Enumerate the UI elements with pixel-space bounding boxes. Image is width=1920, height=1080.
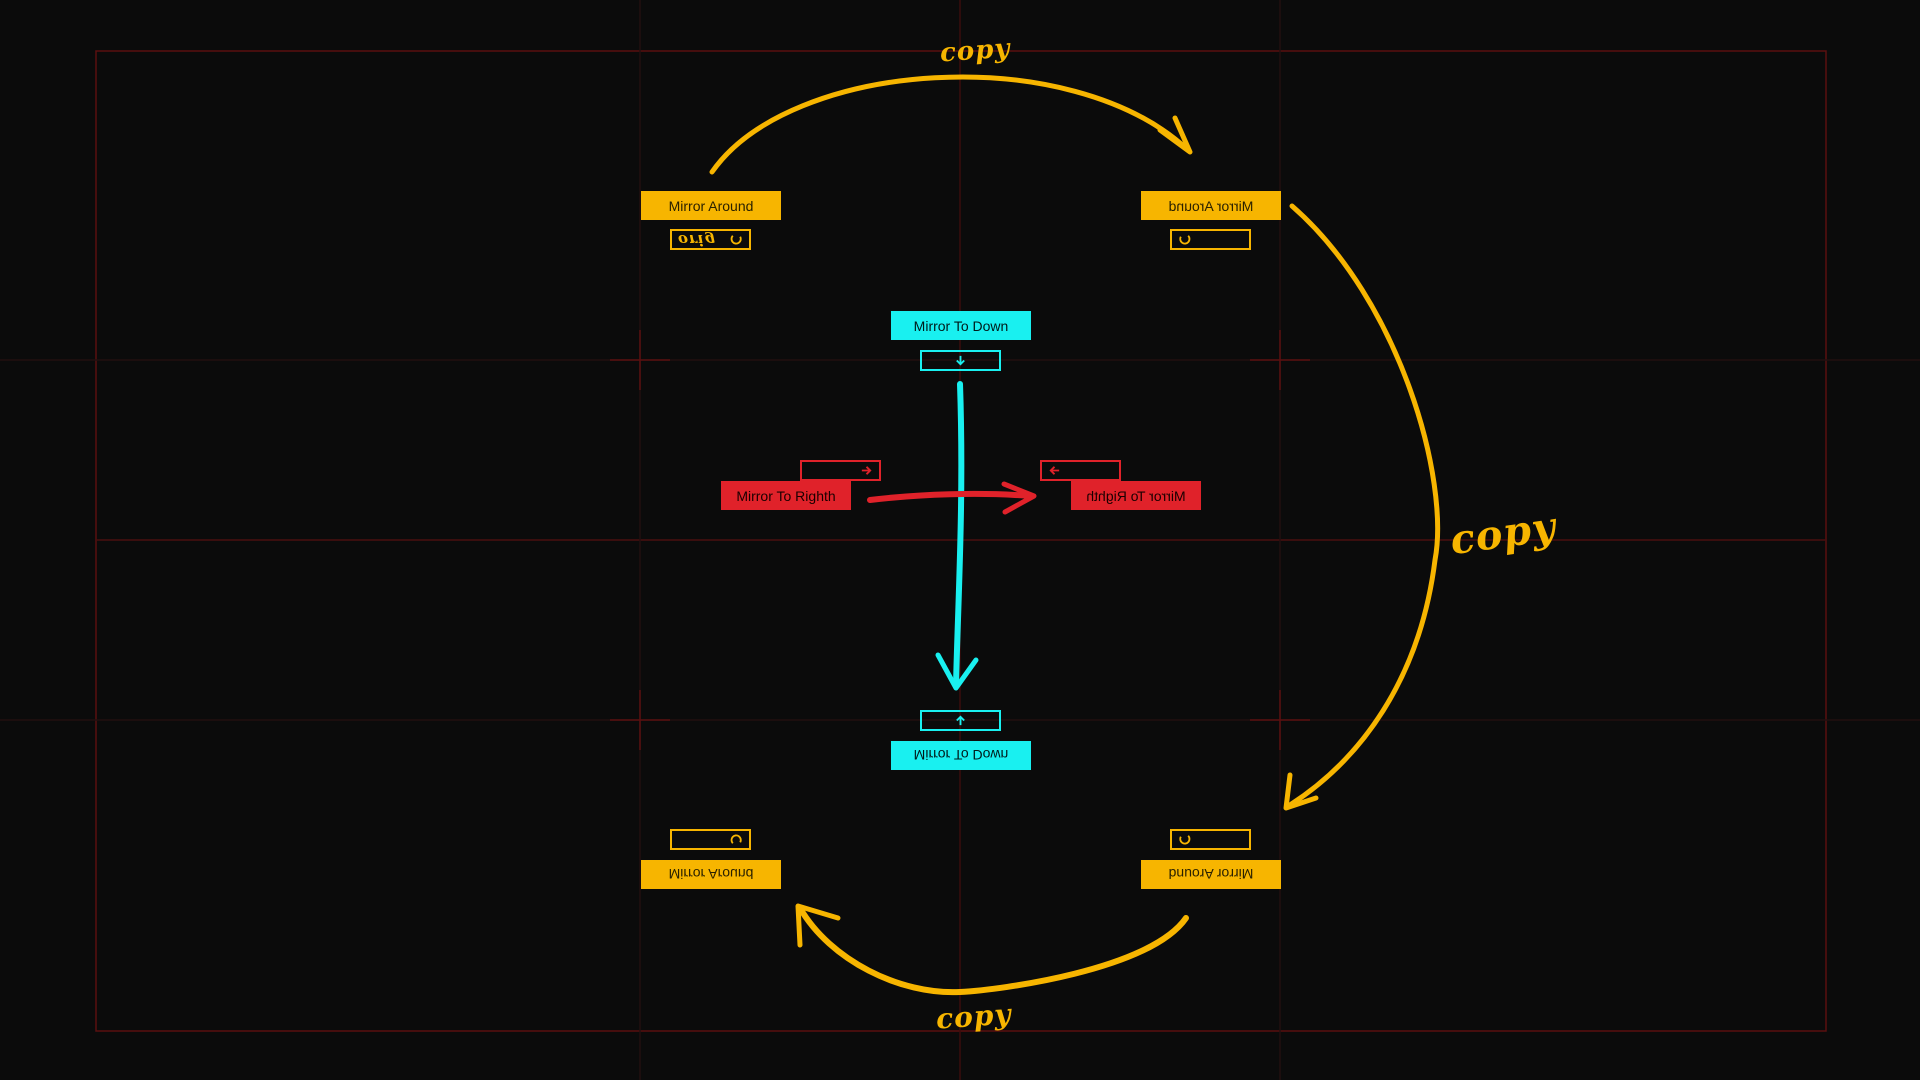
arrow-up-tag [920, 710, 1001, 731]
copy-label-top: copy [939, 33, 1012, 69]
arrow-bottom-copy-head [795, 903, 841, 948]
mirror-around-copy-bottom-left-label: Mirror Around [641, 860, 781, 889]
arrow-right-copy [1287, 203, 1441, 808]
mirror-to-down-copy-label: Mirror To Down [891, 741, 1031, 770]
orig-tag: orig [670, 229, 751, 250]
arrow-mirror-down [953, 381, 965, 688]
rotate-tag-bottom-left [670, 829, 751, 850]
rotate-icon [730, 834, 742, 844]
rotate-icon [730, 235, 742, 245]
arrow-top-copy-head [1157, 115, 1193, 155]
arrow-down-tag [920, 350, 1001, 371]
mirror-around-original-label: Mirror Around [641, 191, 781, 220]
arrow-right-tag [800, 460, 881, 481]
arrow-mirror-right [867, 490, 1033, 503]
mirror-to-right-copy-label: Mirror To Righth [1071, 481, 1201, 510]
mirror-around-copy-bottom-right-label: Mirror Around [1141, 860, 1281, 889]
rotate-icon [1179, 235, 1191, 245]
outer-frame [95, 50, 1827, 1032]
mirror-around-copy-top-right-label: Mirror Around [1141, 191, 1281, 220]
mirror-to-right-original-label: Mirror To Righth [721, 481, 851, 510]
arrow-left-tag [1040, 460, 1121, 481]
copy-label-bottom: copy [934, 997, 1013, 1036]
orig-label: orig [678, 230, 717, 249]
arrow-up-icon [956, 715, 965, 726]
mirror-to-down-original-label: Mirror To Down [891, 311, 1031, 340]
arrow-mirror-right-head [1001, 481, 1037, 515]
arrow-left-icon [1049, 466, 1060, 475]
rotate-tag-bottom-right [1170, 829, 1251, 850]
arrow-bottom-copy [797, 905, 1189, 996]
arrow-mirror-down-head [935, 652, 979, 691]
arrow-right-copy-head [1283, 772, 1319, 811]
rotate-icon [1179, 835, 1191, 845]
arrow-right-icon [861, 466, 872, 475]
arrow-down-icon [956, 355, 965, 366]
arrow-top-copy [709, 74, 1191, 175]
rotate-tag-top-right [1170, 229, 1251, 250]
